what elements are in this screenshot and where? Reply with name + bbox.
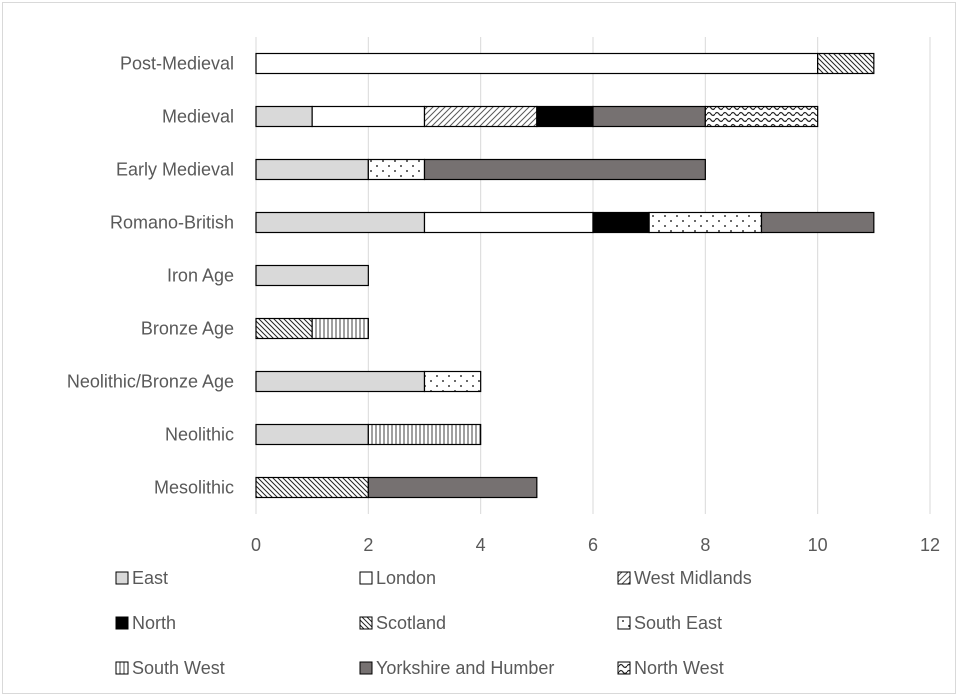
bar-segment-mesolithic-scotland — [255, 476, 369, 499]
category-label-bronze-age: Bronze Age — [141, 319, 234, 339]
legend-swatch-east — [115, 571, 129, 585]
bar-segment-romano-british-south-east — [648, 211, 763, 234]
legend-swatch-yorkshire-and-humber — [359, 661, 373, 675]
legend-item-london: London — [359, 568, 436, 588]
tick-label-6: 6 — [588, 535, 598, 555]
bar-segment-early-medieval-south-east — [367, 158, 426, 181]
bar-segment-neolithic-bronze-age-east — [255, 370, 426, 393]
legend-item-south-west: South West — [115, 658, 225, 678]
legend-label-north-west: North West — [634, 658, 724, 678]
legend-swatch-north — [115, 616, 129, 630]
category-label-romano-british: Romano-British — [110, 213, 234, 233]
legend-label-scotland: Scotland — [376, 613, 446, 633]
category-label-neolithic: Neolithic — [165, 425, 234, 445]
legend-label-east: East — [132, 568, 168, 588]
bar-segment-mesolithic-yorkshire-and-humber — [367, 476, 538, 499]
bar-segment-iron-age-east — [255, 264, 369, 287]
bars — [255, 52, 875, 499]
legend-item-yorkshire-and-humber: Yorkshire and Humber — [359, 658, 554, 678]
legend-item-west-midlands: West Midlands — [617, 568, 752, 588]
legend-item-south-east: South East — [617, 613, 722, 633]
bar-segment-early-medieval-east — [255, 158, 369, 181]
legend: East London West Midlands North Scotland Sout… — [115, 568, 752, 678]
legend-swatch-scotland — [359, 616, 373, 630]
value-axis-tick-labels: 0 2 4 6 8 10 12 — [251, 535, 940, 555]
legend-label-london: London — [376, 568, 436, 588]
legend-item-scotland: Scotland — [359, 613, 446, 633]
tick-label-12: 12 — [920, 535, 940, 555]
bar-segment-bronze-age-scotland — [255, 317, 313, 340]
stacked-bar-chart: Post-Medieval Medieval Early Medieval Roman… — [67, 37, 940, 678]
category-label-medieval: Medieval — [162, 107, 234, 127]
legend-swatch-north-west — [617, 661, 631, 675]
legend-label-north: North — [132, 613, 176, 633]
category-axis-labels: Post-Medieval Medieval Early Medieval Roman… — [67, 54, 234, 498]
tick-label-4: 4 — [476, 535, 486, 555]
legend-label-yorkshire-and-humber: Yorkshire and Humber — [376, 658, 554, 678]
tick-label-0: 0 — [251, 535, 261, 555]
legend-item-east: East — [115, 568, 168, 588]
legend-swatch-west-midlands — [617, 571, 631, 585]
category-label-neolithic-bronze-age: Neolithic/Bronze Age — [67, 372, 234, 392]
bar-segment-neolithic-east — [255, 423, 369, 446]
category-label-mesolithic: Mesolithic — [154, 478, 234, 498]
tick-label-8: 8 — [700, 535, 710, 555]
legend-item-north-west: North West — [617, 658, 724, 678]
bar-segment-romano-british-yorkshire-and-humber — [760, 211, 875, 234]
bar-segment-medieval-north — [536, 105, 594, 128]
category-label-post-medieval: Post-Medieval — [120, 54, 234, 74]
bar-segment-neolithic-south-west — [367, 423, 482, 446]
bar-segment-neolithic-bronze-age-south-east — [423, 370, 482, 393]
bar-segment-medieval-london — [311, 105, 426, 128]
bar-segment-early-medieval-yorkshire-and-humber — [423, 158, 706, 181]
bar-segment-romano-british-london — [423, 211, 594, 234]
bar-segment-medieval-yorkshire-and-humber — [592, 105, 706, 128]
legend-swatch-london — [359, 571, 373, 585]
bar-segment-romano-british-east — [255, 211, 426, 234]
legend-label-south-west: South West — [132, 658, 225, 678]
bar-segment-medieval-north-west — [704, 105, 819, 128]
tick-label-10: 10 — [808, 535, 828, 555]
bar-segment-medieval-east — [255, 105, 313, 128]
bar-segment-bronze-age-south-west — [311, 317, 369, 340]
tick-label-2: 2 — [363, 535, 373, 555]
legend-swatch-south-west — [115, 661, 129, 675]
legend-label-west-midlands: West Midlands — [634, 568, 752, 588]
bar-segment-romano-british-north — [592, 211, 650, 234]
legend-label-south-east: South East — [634, 613, 722, 633]
bar-segment-post-medieval-london — [255, 52, 819, 75]
legend-item-north: North — [115, 613, 176, 633]
category-label-iron-age: Iron Age — [167, 266, 234, 286]
bar-segment-post-medieval-scotland — [817, 52, 875, 75]
bar-segment-medieval-west-midlands — [423, 105, 538, 128]
category-label-early-medieval: Early Medieval — [116, 160, 234, 180]
legend-swatch-south-east — [617, 616, 631, 630]
